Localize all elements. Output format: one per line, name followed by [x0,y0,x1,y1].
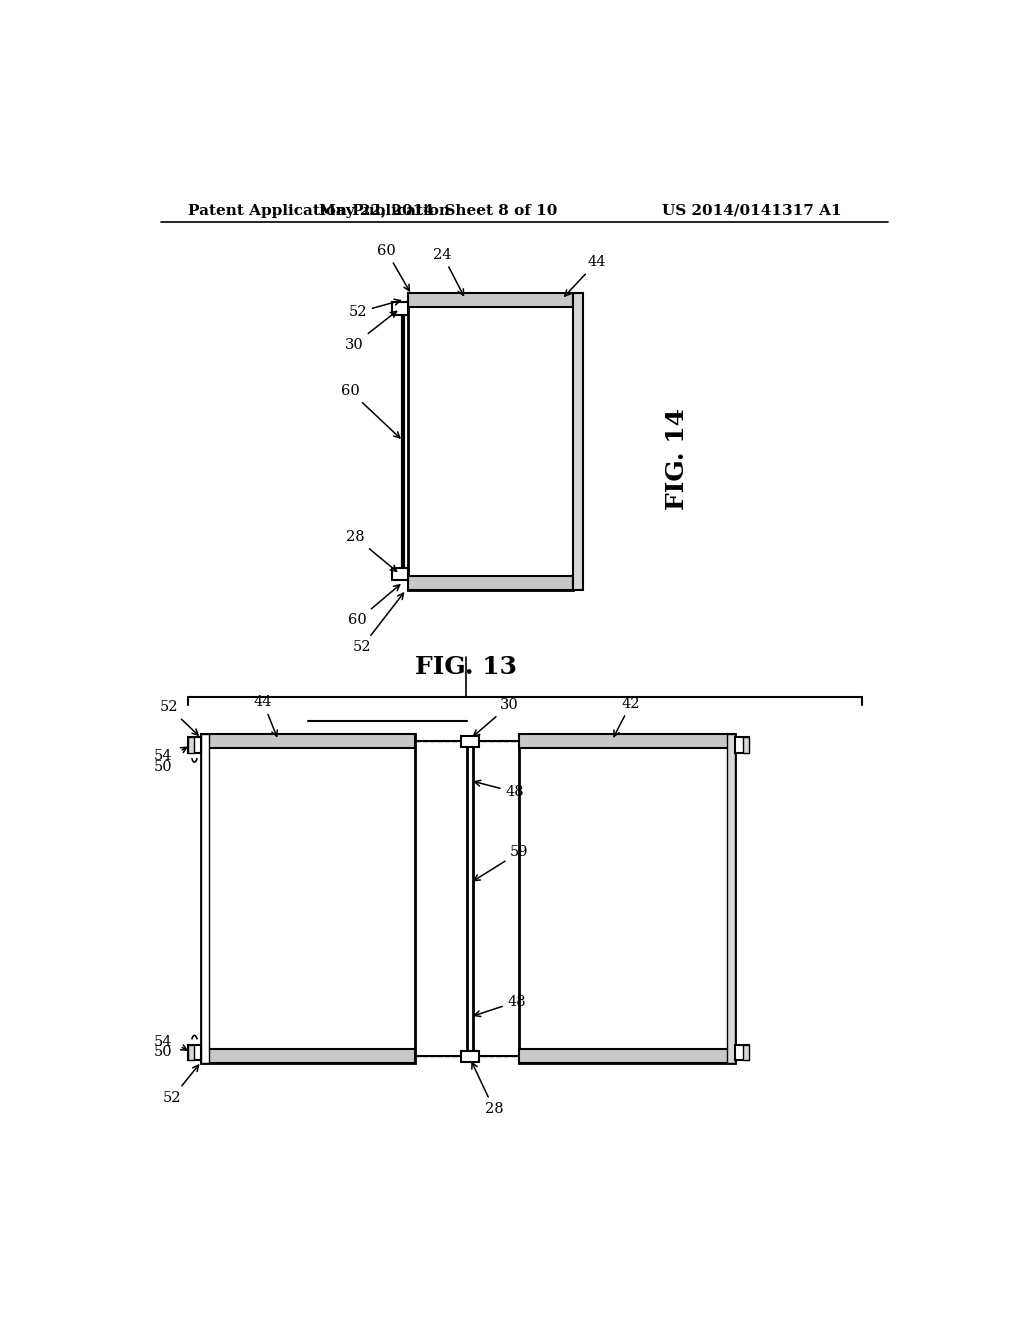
Text: 42: 42 [613,697,640,737]
Text: US 2014/0141317 A1: US 2014/0141317 A1 [662,203,842,218]
Bar [408,293,573,590]
Bar [519,734,735,1063]
Text: 24: 24 [433,248,464,296]
Text: 30: 30 [344,312,396,351]
Text: 48: 48 [474,994,526,1016]
Text: 60: 60 [341,384,400,438]
Bar [202,734,416,748]
Text: Patent Application Publication: Patent Application Publication [188,203,451,218]
Bar [202,734,209,1063]
Bar [727,734,735,1063]
Text: 52: 52 [163,1065,199,1105]
Bar [408,576,573,590]
Text: 52: 52 [160,701,199,735]
Bar [735,1044,749,1060]
Text: 60: 60 [377,244,410,290]
Text: 60: 60 [348,585,399,627]
Text: 50: 50 [154,1044,172,1059]
Text: 52: 52 [352,593,403,655]
Text: FIG. 14: FIG. 14 [666,408,689,510]
Bar [573,293,583,590]
Text: 44: 44 [565,255,605,296]
Bar [202,734,416,1063]
Text: 28: 28 [346,531,396,572]
Text: 30: 30 [473,698,519,737]
Bar [392,568,408,581]
Bar [519,734,735,748]
Bar [742,1044,749,1060]
Bar [519,1049,735,1063]
Bar [187,1044,202,1060]
Bar [187,1044,194,1060]
Bar [202,1049,416,1063]
Bar [187,738,194,752]
Text: 44: 44 [254,696,278,737]
Bar [392,302,408,314]
Bar [187,738,202,752]
Bar [735,738,749,752]
Text: 54: 54 [154,1035,172,1048]
Bar [461,1051,479,1061]
Text: May 22, 2014  Sheet 8 of 10: May 22, 2014 Sheet 8 of 10 [319,203,558,218]
Text: 59: 59 [474,845,528,880]
Bar [742,738,749,752]
Text: 54: 54 [154,748,172,763]
Bar [461,737,479,747]
Bar [408,293,573,308]
Text: 50: 50 [154,760,172,774]
Text: 52: 52 [348,300,400,319]
Text: 48: 48 [474,780,524,799]
Text: 28: 28 [472,1063,504,1117]
Text: FIG. 13: FIG. 13 [415,655,516,678]
